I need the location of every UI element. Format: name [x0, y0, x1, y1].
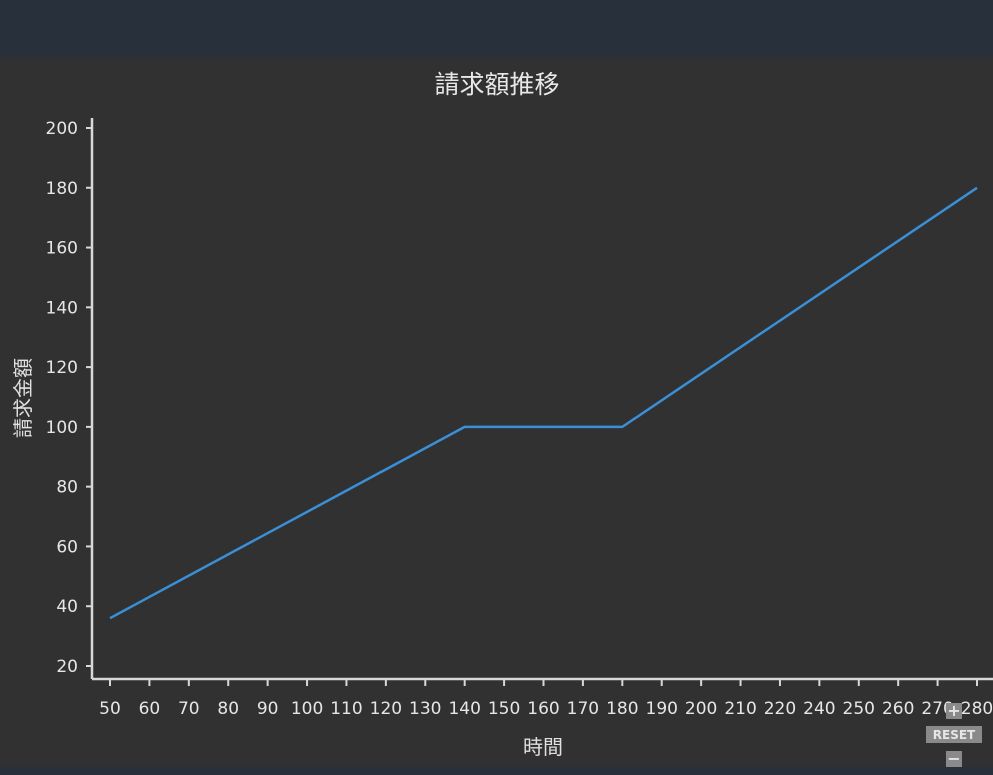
x-tick-label: 110 [330, 699, 362, 719]
y-tick-label: 40 [56, 597, 78, 617]
x-tick-label: 140 [448, 699, 480, 719]
y-tick-label: 20 [56, 657, 78, 677]
top-bar [0, 0, 993, 57]
x-tick-label: 240 [803, 699, 835, 719]
series-group [109, 186, 978, 620]
y-tick-label: 60 [56, 537, 78, 557]
zoom-out-button[interactable]: − [946, 749, 962, 768]
x-tick-label: 180 [606, 699, 638, 719]
zoom-in-button[interactable]: + [946, 701, 962, 720]
y-tick-label: 160 [46, 239, 78, 259]
x-tick-label: 170 [567, 699, 599, 719]
x-tick-label: 210 [724, 699, 756, 719]
x-tick-label: 120 [370, 699, 402, 719]
x-tick-label: 100 [291, 699, 323, 719]
y-tick-label: 200 [46, 119, 78, 139]
x-axis-label: 時間 [523, 735, 563, 759]
x-tick-label: 60 [139, 699, 161, 719]
chart-panel [0, 57, 993, 767]
series-line [109, 186, 978, 620]
x-tick-label: 160 [527, 699, 559, 719]
x-tick-label: 280 [961, 699, 993, 719]
zoom-reset-button[interactable]: RESET [926, 726, 982, 743]
chart-title: 請求額推移 [434, 70, 559, 99]
x-tick-label: 200 [685, 699, 717, 719]
axes [90, 118, 993, 681]
y-ticks: 20 40 60 80 100 120 140 160 180 200 [46, 119, 92, 677]
y-tick-label: 180 [46, 179, 78, 199]
x-tick-label: 220 [764, 699, 796, 719]
y-tick-label: 140 [46, 298, 78, 318]
y-tick-label: 100 [46, 418, 78, 438]
x-tick-label: 150 [488, 699, 520, 719]
x-ticks: 50 60 70 80 90 100 110 120 130 140 150 160 170 180 190… [99, 679, 993, 719]
y-axis-label: 請求金額 [11, 358, 35, 438]
x-tick-label: 50 [99, 699, 121, 719]
y-tick-label: 120 [46, 358, 78, 378]
bottom-bar [0, 767, 993, 775]
x-tick-label: 250 [843, 699, 875, 719]
x-tick-label: 80 [217, 699, 239, 719]
x-tick-label: 270 [921, 699, 953, 719]
x-tick-label: 130 [409, 699, 441, 719]
y-tick-label: 80 [56, 478, 78, 498]
x-tick-label: 90 [257, 699, 279, 719]
x-tick-label: 190 [646, 699, 678, 719]
x-tick-label: 70 [178, 699, 200, 719]
x-tick-label: 260 [882, 699, 914, 719]
